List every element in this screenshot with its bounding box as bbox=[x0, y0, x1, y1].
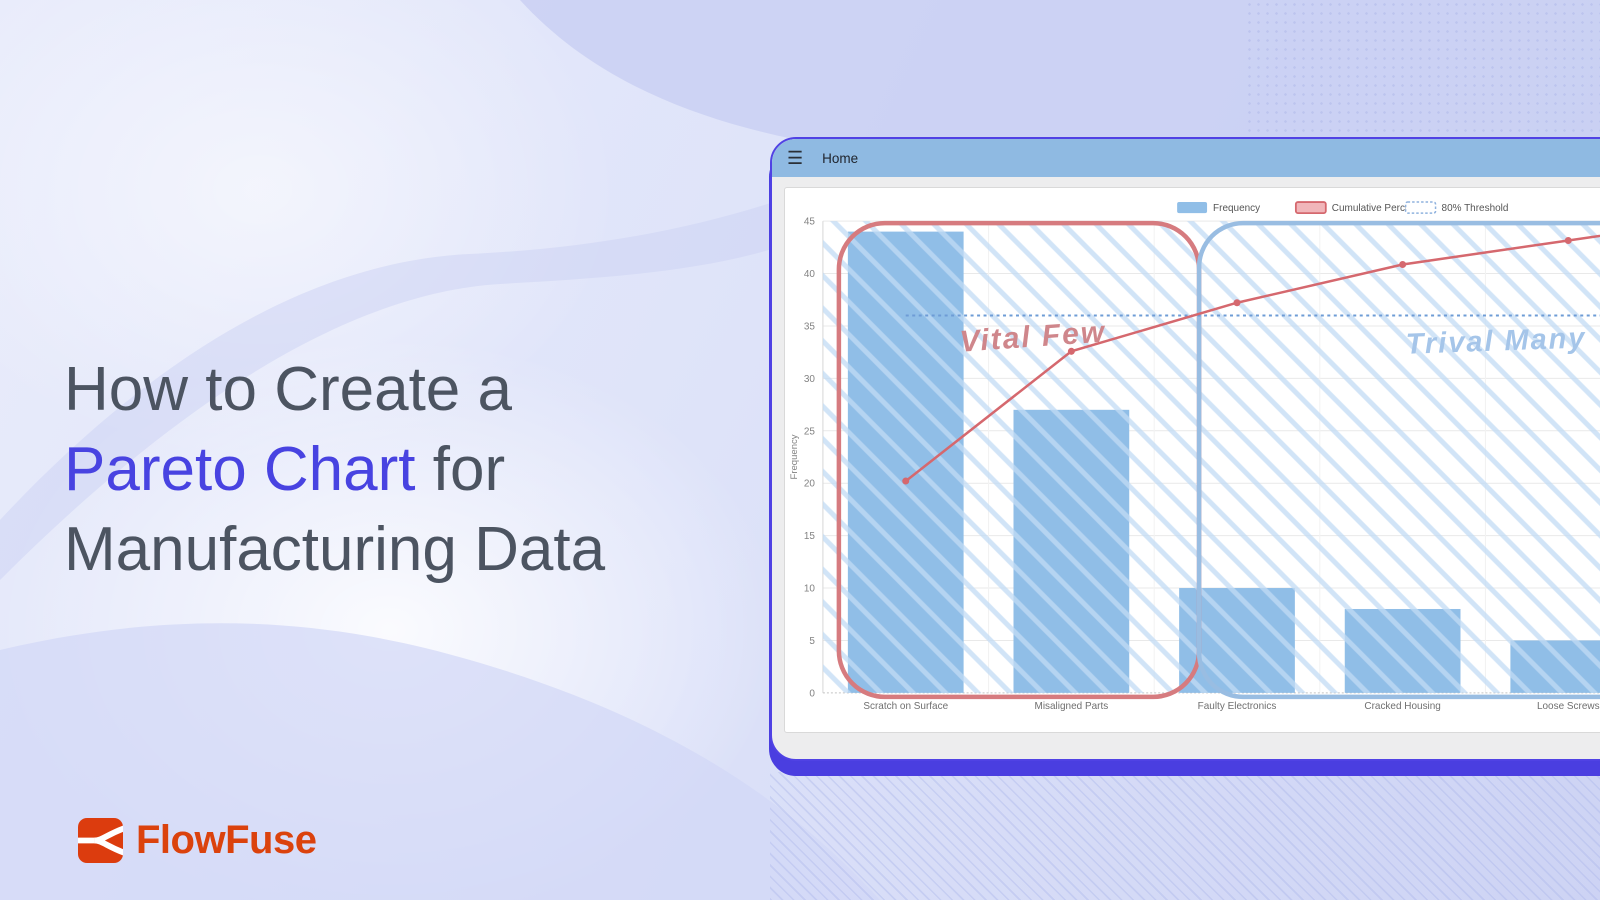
app-window: ☰ Home 0 5 10 15 20 25 30 35 40 45 Scratch on Surf… bbox=[770, 137, 1600, 761]
line-texture bbox=[770, 772, 1600, 900]
legend-label: Frequency bbox=[1213, 203, 1260, 214]
title-line2-rest: for bbox=[415, 434, 506, 504]
window-titlebar: ☰ Home bbox=[772, 139, 1600, 177]
y-axis-title: Frequency bbox=[789, 434, 800, 479]
y-tick-label: 45 bbox=[804, 217, 816, 228]
legend-label: Cumulative Percentage bbox=[1332, 203, 1436, 214]
cumulative-point[interactable] bbox=[902, 477, 910, 485]
wave-bottom bbox=[0, 623, 880, 900]
legend-swatch bbox=[1177, 202, 1208, 214]
trivial-many-box bbox=[1196, 220, 1600, 700]
legend-item[interactable]: Cumulative Percentage bbox=[1294, 201, 1436, 214]
page-title: How to Create a Pareto Chart for Manufactu… bbox=[64, 350, 784, 590]
y-tick-label: 20 bbox=[804, 479, 816, 490]
title-line1: How to Create a bbox=[64, 354, 512, 424]
pareto-chart: 0 5 10 15 20 25 30 35 40 45 Scratch on Surface Misa… bbox=[789, 201, 1600, 712]
y-tick-label: 0 bbox=[809, 688, 815, 699]
wave-middle bbox=[0, 168, 1600, 580]
hatch-overlay bbox=[822, 221, 1600, 693]
brand-logo: FlowFuse bbox=[78, 818, 317, 863]
brand-name: FlowFuse bbox=[136, 818, 317, 862]
cumulative-point[interactable] bbox=[1399, 261, 1407, 269]
legend-swatch bbox=[1404, 201, 1437, 214]
x-tick-label: Loose Screws bbox=[1537, 701, 1600, 712]
title-line3: Manufacturing Data bbox=[64, 514, 606, 584]
window-title: Home bbox=[822, 150, 859, 166]
annotation-boxes bbox=[836, 220, 1600, 700]
title-highlight: Pareto Chart bbox=[64, 434, 416, 504]
cumulative-point[interactable] bbox=[1564, 236, 1572, 244]
y-tick-label: 35 bbox=[804, 321, 816, 332]
x-tick-label: Faulty Electronics bbox=[1198, 701, 1277, 712]
chart-legend: Frequency Cumulative Percentage 80% Thresh… bbox=[1177, 201, 1509, 214]
chart-card: 0 5 10 15 20 25 30 35 40 45 Scratch on Surface Misa… bbox=[784, 187, 1600, 733]
x-tick-label: Cracked Housing bbox=[1364, 701, 1440, 712]
menu-icon[interactable]: ☰ bbox=[787, 148, 804, 168]
axis-labels: 0 5 10 15 20 25 30 35 40 45 Scratch on Surface Misa… bbox=[789, 217, 1600, 712]
legend-item[interactable]: Frequency bbox=[1177, 202, 1260, 214]
y-tick-label: 40 bbox=[804, 269, 816, 280]
cumulative-line-group bbox=[902, 234, 1600, 485]
trivial-many-label: Trival Many bbox=[1405, 322, 1587, 360]
cumulative-point[interactable] bbox=[1067, 347, 1075, 355]
y-tick-label: 10 bbox=[804, 584, 816, 595]
cumulative-line bbox=[904, 234, 1600, 483]
y-tick-label: 25 bbox=[804, 426, 816, 437]
y-tick-label: 30 bbox=[804, 374, 816, 385]
dot-texture bbox=[1245, 0, 1600, 139]
y-tick-label: 15 bbox=[804, 531, 816, 542]
x-tick-label: Misaligned Parts bbox=[1035, 701, 1109, 712]
cumulative-point[interactable] bbox=[1233, 299, 1241, 307]
legend-label: 80% Threshold bbox=[1442, 203, 1509, 214]
legend-item[interactable]: 80% Threshold bbox=[1404, 201, 1509, 214]
flowfuse-icon bbox=[78, 818, 123, 863]
x-tick-label: Scratch on Surface bbox=[863, 701, 948, 712]
y-tick-label: 5 bbox=[809, 636, 815, 647]
legend-swatch bbox=[1294, 201, 1327, 214]
